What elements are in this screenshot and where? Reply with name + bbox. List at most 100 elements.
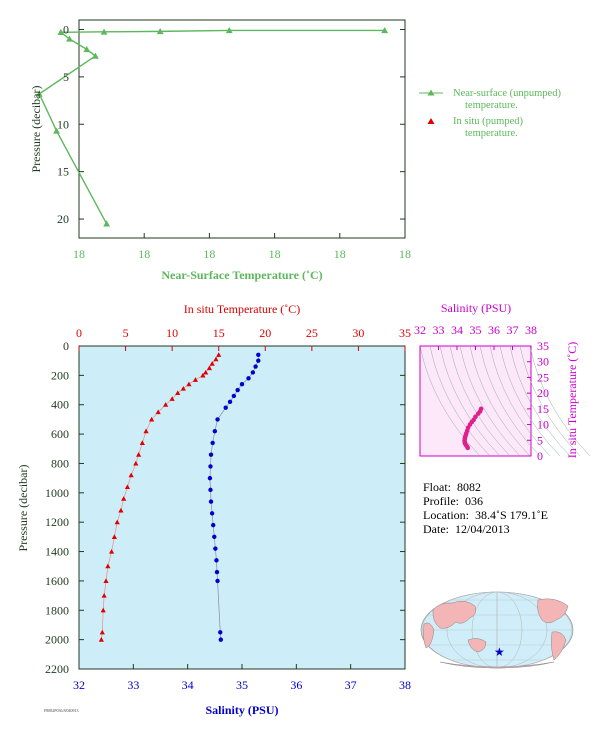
top-y-axis-label: Pressure (decibar) [29, 86, 43, 173]
near-surface-point [156, 27, 164, 35]
temperature-tick-label: 20 [259, 326, 271, 340]
near-surface-point [100, 28, 108, 35]
ts-y-tick-label: 20 [537, 386, 549, 400]
top-y-tick-label: 15 [57, 165, 69, 179]
salinity-tick-label: 33 [127, 678, 139, 692]
profile-y-tick-label: 1200 [45, 515, 69, 529]
temperature-point [103, 578, 109, 583]
temperature-tick-label: 15 [213, 326, 225, 340]
ts-x-tick-label: 38 [525, 323, 537, 337]
near-surface-point [92, 52, 99, 59]
near-surface-point [35, 90, 43, 97]
salinity-point [207, 475, 213, 481]
legend-near-surface-line2: temperature. [465, 100, 518, 111]
salinity-point [213, 546, 218, 551]
ts-y-tick-label: 5 [537, 433, 543, 447]
salinity-point [218, 630, 223, 635]
salinity-point [208, 452, 214, 457]
legend-near-surface-line1: Near-surface (unpumped) [453, 88, 561, 99]
profile-plot-area [78, 345, 406, 670]
temperature-point [128, 472, 134, 478]
legend-in-situ-line1: In situ (pumped) [453, 116, 523, 127]
salinity-point [208, 499, 214, 504]
legend-triangle-green [427, 89, 435, 96]
temperature-point [124, 484, 131, 490]
salinity-point [209, 511, 215, 516]
profile-row: Profile: 036 [423, 494, 548, 508]
ts-y-tick-label: 25 [537, 370, 549, 384]
ts-y-tick-label: 10 [537, 418, 549, 432]
profile-chart: 0200400600800100012001400160018002000220… [16, 302, 411, 717]
density-contour [509, 345, 571, 457]
legend-in-situ-label: In situ (pumped) temperature. [453, 116, 526, 139]
top-x-tick-label: 18 [138, 247, 150, 261]
ts-y-tick-label: 30 [537, 355, 549, 369]
profile-label: Profile: [423, 494, 459, 508]
top-x-axis-label: Near-Surface Temperature (˚C) [161, 268, 322, 282]
ts-x-tick-label: 34 [451, 323, 463, 337]
temperature-point [180, 385, 186, 391]
salinity-point [208, 487, 213, 493]
profile-y-tick-label: 600 [51, 427, 69, 441]
temperature-tick-label: 0 [76, 326, 82, 340]
temperature-point [186, 381, 192, 387]
location-label: Location: [423, 508, 469, 522]
map-land-south-america [551, 631, 567, 661]
salinity-point [211, 522, 216, 528]
near-surface-point [57, 28, 65, 36]
temperature-point [216, 352, 222, 357]
ts-point [475, 411, 481, 416]
temperature-point [111, 534, 117, 539]
ts-x-tick-label: 33 [433, 323, 445, 337]
map-land-north-america [537, 598, 569, 624]
temperature-point [109, 548, 115, 554]
map-land-antarctica [439, 661, 555, 669]
profile-y-tick-label: 1000 [45, 486, 69, 500]
salinity-point [235, 387, 240, 393]
temperature-point [213, 356, 219, 362]
density-contour [459, 345, 521, 457]
temperature-point [121, 496, 127, 501]
temperature-tick-label: 10 [166, 326, 178, 340]
top-x-tick-label: 18 [73, 247, 85, 261]
float-info: Float: 8082 Profile: 036 Location: 38.4˚… [423, 480, 548, 536]
salinity-point [227, 399, 233, 404]
temperature-point [100, 607, 106, 613]
temperature-point [149, 416, 155, 422]
salinity-point [214, 569, 220, 575]
near-surface-point [66, 35, 73, 42]
salinity-point [231, 393, 237, 399]
temperature-point [133, 460, 139, 466]
density-contour [479, 345, 541, 457]
temperature-tick-label: 35 [399, 326, 411, 340]
salinity-point [253, 364, 258, 369]
near-surface-chart: 0 5 10 15 20 18 18 18 18 18 18 Near-Surface Tempe… [29, 19, 411, 282]
top-x-tick-label: 18 [203, 247, 215, 261]
map-land-asia [432, 600, 477, 629]
temperature-point [203, 369, 209, 375]
top-x-tick-label: 18 [399, 247, 411, 261]
density-contour [419, 345, 481, 457]
salinity-point [215, 417, 220, 422]
temperature-point [143, 428, 149, 434]
top-y-tick-label: 10 [57, 117, 69, 131]
ts-plot-area [419, 345, 532, 457]
top-plot-area [78, 19, 406, 239]
date-label: Date: [423, 522, 449, 536]
salinity-tick-label: 37 [345, 678, 357, 692]
temperature-point [99, 629, 105, 635]
temperature-axis-label: In situ Temperature (˚C) [184, 302, 301, 316]
profile-y-tick-label: 400 [51, 398, 69, 412]
density-contour [449, 345, 511, 457]
salinity-point [246, 376, 251, 381]
temperature-point [192, 377, 199, 382]
temperature-point [139, 440, 145, 445]
density-contour [499, 345, 561, 457]
temperature-point [206, 365, 212, 371]
salinity-tick-label: 32 [73, 678, 85, 692]
density-contour [429, 345, 491, 457]
near-surface-point [225, 27, 233, 34]
profile-value: 036 [465, 494, 483, 508]
date-value: 12/04/2013 [455, 522, 510, 536]
